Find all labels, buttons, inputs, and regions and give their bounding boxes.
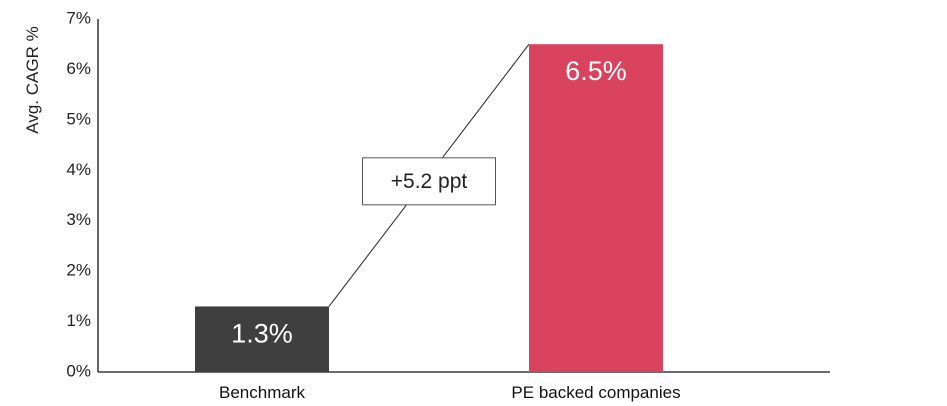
difference-annotation-text: +5.2 ppt [391,170,468,193]
difference-annotation: +5.2 ppt [362,157,496,206]
x-category-label: PE backed companies [511,383,680,402]
bars-group: 1.3% 6.5% [195,44,663,372]
y-axis-ticks: 0% 1% 2% 3% 4% 5% 6% 7% [66,8,91,380]
y-tick-label: 0% [66,361,91,380]
bar-value-label: 1.3% [231,318,293,348]
y-tick-label: 6% [66,59,91,78]
y-tick-label: 2% [66,261,91,280]
difference-annotation-box [362,157,496,206]
y-tick-label: 7% [66,8,91,27]
x-axis-categories: Benchmark PE backed companies [219,383,681,402]
y-tick-label: 1% [66,311,91,330]
x-category-label: Benchmark [219,383,305,402]
y-tick-label: 5% [66,109,91,128]
y-axis-label: Avg. CAGR % [23,26,42,133]
bar-value-label: 6.5% [565,56,627,86]
bar-pe-backed [529,44,663,372]
y-tick-label: 4% [66,160,91,179]
y-tick-label: 3% [66,210,91,229]
bar-benchmark [195,306,329,372]
